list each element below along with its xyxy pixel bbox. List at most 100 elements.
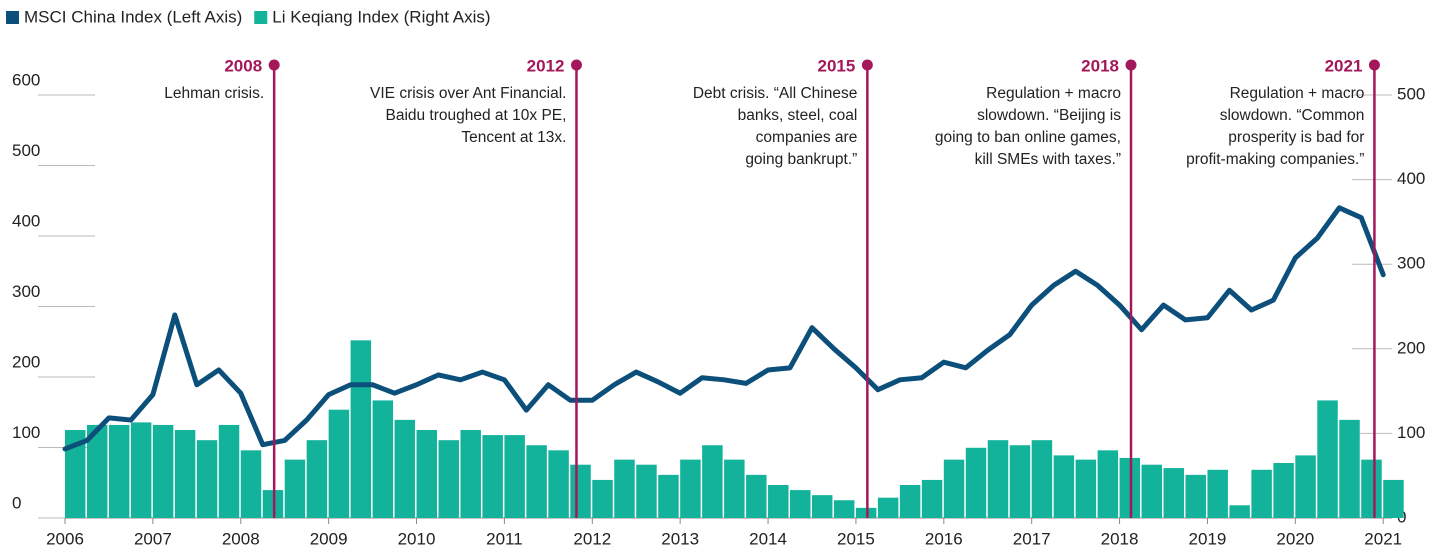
y2-tick-label: 100 <box>1397 423 1425 442</box>
bar <box>240 450 262 518</box>
event-text: Lehman crisis. <box>164 85 264 102</box>
legend-swatch <box>6 11 19 24</box>
event-text: companies are <box>756 129 858 146</box>
bar <box>174 430 196 518</box>
bar <box>1383 479 1404 518</box>
event-text: Baidu troughed at 10x PE, <box>385 107 566 124</box>
bar <box>416 430 437 518</box>
bar <box>1031 440 1053 518</box>
y-tick-label: 400 <box>12 211 40 230</box>
bar <box>306 440 328 518</box>
event-year: 2015 <box>818 56 856 75</box>
bar <box>372 400 394 518</box>
bar <box>790 490 811 518</box>
bar <box>65 430 86 518</box>
event-text: Regulation + macro <box>1230 85 1365 102</box>
bar <box>1097 450 1119 518</box>
event-text: kill SMEs with taxes.” <box>975 151 1121 168</box>
bar <box>218 424 240 518</box>
x-tick-label: 2006 <box>46 529 84 548</box>
line <box>62 205 1386 452</box>
bar <box>1141 464 1163 518</box>
bar <box>1163 468 1184 518</box>
x-tick-label: 2017 <box>1013 529 1051 548</box>
bar <box>548 450 569 518</box>
x-tick-label: 2020 <box>1276 529 1314 548</box>
x-tick-label: 2014 <box>749 529 787 548</box>
event-text: slowdown. “Beijing is <box>977 107 1121 124</box>
bar <box>965 447 987 518</box>
bar <box>570 464 591 518</box>
bar <box>636 464 657 518</box>
bar <box>1273 463 1294 518</box>
bar <box>196 440 218 518</box>
bar <box>1361 459 1382 518</box>
x-tick-label: 2007 <box>134 529 172 548</box>
y-tick-label: 600 <box>12 70 40 89</box>
bar <box>768 485 789 518</box>
event-dot <box>861 59 873 71</box>
y2-tick-label: 300 <box>1397 254 1425 273</box>
legend-label: Li Keqiang Index (Right Axis) <box>272 7 490 26</box>
bar <box>460 430 481 518</box>
bar <box>987 440 1009 518</box>
bar <box>724 459 745 518</box>
event-text: going to ban online games, <box>935 129 1121 146</box>
x-tick-label: 2018 <box>1101 529 1139 548</box>
bar <box>152 424 174 518</box>
bar <box>680 459 701 518</box>
event-text: Debt crisis. “All Chinese <box>693 85 858 102</box>
x-tick-label: 2016 <box>925 529 963 548</box>
bar <box>1251 469 1272 518</box>
bar <box>592 479 613 518</box>
event-dot <box>570 59 582 71</box>
x-tick-label: 2009 <box>310 529 348 548</box>
y-tick-label: 100 <box>12 423 40 442</box>
bar <box>1295 455 1316 518</box>
y-tick-label: 500 <box>12 141 40 160</box>
event-year: 2008 <box>224 56 262 75</box>
bar <box>328 409 350 518</box>
x-tick-label: 2019 <box>1189 529 1227 548</box>
bar <box>1339 419 1360 518</box>
event-text: prosperity is bad for <box>1228 129 1364 146</box>
bar <box>504 435 525 518</box>
event-text: banks, steel, coal <box>738 107 858 124</box>
bar <box>1317 400 1338 518</box>
bar <box>746 474 767 518</box>
bar <box>482 435 503 518</box>
y-tick-label: 200 <box>12 352 40 371</box>
event-text: Tencent at 13x. <box>461 129 566 146</box>
bar <box>1207 469 1228 518</box>
bar <box>943 459 965 518</box>
event-text: VIE crisis over Ant Financial. <box>370 85 566 102</box>
bar <box>1185 474 1206 518</box>
bar <box>921 479 943 518</box>
bar <box>284 459 306 518</box>
legend-label: MSCI China Index (Left Axis) <box>24 7 242 26</box>
event-text: going bankrupt.” <box>745 151 857 168</box>
event-text: Regulation + macro <box>986 85 1121 102</box>
event-dot <box>268 59 280 71</box>
event-year: 2018 <box>1081 56 1119 75</box>
y2-tick-label: 500 <box>1397 84 1425 103</box>
bar <box>108 424 130 518</box>
x-tick-label: 2012 <box>573 529 611 548</box>
bar <box>394 419 416 518</box>
bar <box>86 424 108 518</box>
y2-tick-label: 200 <box>1397 338 1425 357</box>
bar <box>438 440 459 518</box>
x-tick-label: 2021 <box>1364 529 1402 548</box>
bar <box>658 474 679 518</box>
bar <box>833 500 855 518</box>
x-tick-label: 2011 <box>486 529 523 548</box>
bar <box>526 445 547 518</box>
bar <box>350 340 372 518</box>
event-year: 2021 <box>1325 56 1363 75</box>
bar <box>877 497 899 518</box>
x-tick-label: 2010 <box>398 529 436 548</box>
bar <box>811 495 833 518</box>
y-tick-label: 0 <box>12 493 21 512</box>
y2-tick-label: 400 <box>1397 169 1425 188</box>
